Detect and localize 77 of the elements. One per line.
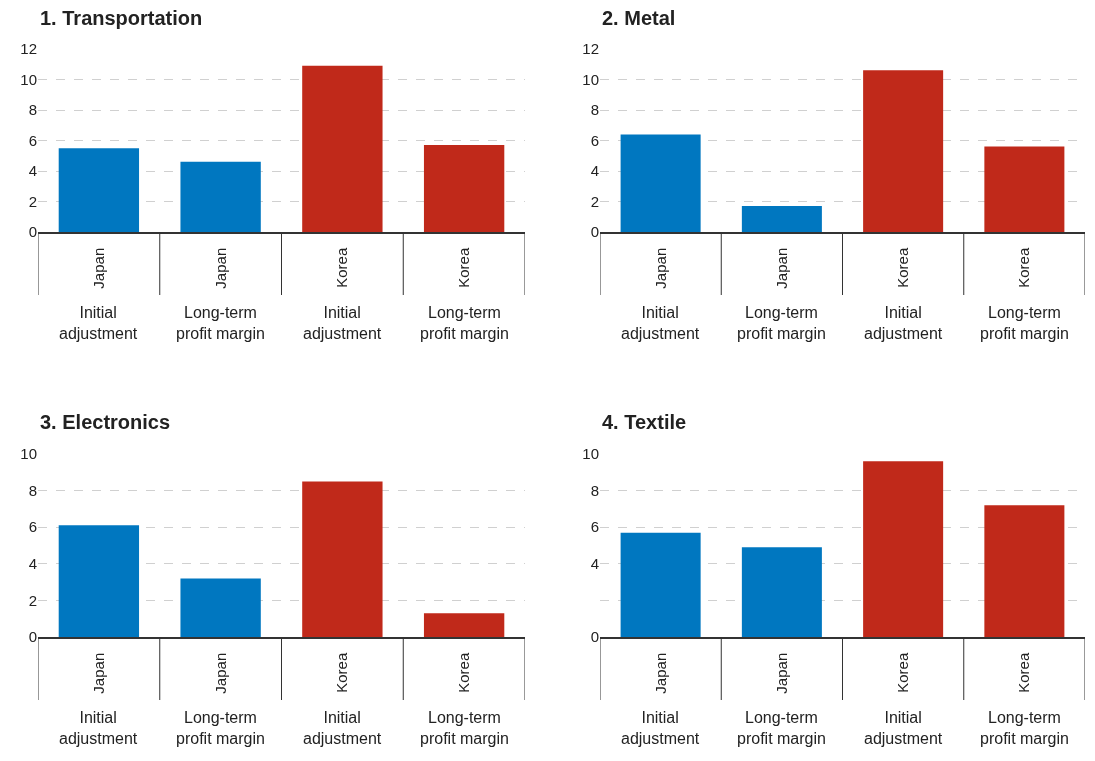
x-tick-label: Japan xyxy=(651,247,669,289)
text: Long-term profit margin xyxy=(737,304,826,342)
text: Initial adjustment xyxy=(621,709,700,747)
y-tick-label: 2 xyxy=(28,192,37,210)
text: Long-term profit margin xyxy=(980,709,1069,747)
y-tick-label: 10 xyxy=(582,70,599,88)
x-tick-label: Japan xyxy=(211,247,229,289)
text: Long-term profit margin xyxy=(737,709,826,747)
text: Long-term profit margin xyxy=(176,304,265,342)
y-tick-label: 2 xyxy=(28,591,37,609)
text: Long-term profit margin xyxy=(176,709,265,747)
y-tick-label: 0 xyxy=(28,223,37,241)
x-tick-label: Japan xyxy=(772,652,790,694)
chart-title: 1. Transportation xyxy=(40,7,203,29)
x-tick-label: Korea xyxy=(455,247,473,288)
bar xyxy=(58,148,140,232)
y-tick-label: 10 xyxy=(20,445,37,463)
y-tick-label: 2 xyxy=(590,192,599,210)
bar xyxy=(741,206,822,232)
x-tick-label: Korea xyxy=(455,652,473,693)
text: Long-term profit margin xyxy=(980,304,1069,342)
y-tick-label: 8 xyxy=(28,101,37,119)
chart-title: 4. Textile xyxy=(602,411,687,433)
y-tick-label: 0 xyxy=(590,223,599,241)
y-tick-label: 6 xyxy=(590,518,599,536)
y-tick-label: 10 xyxy=(20,70,37,88)
x-tick-label: Japan xyxy=(651,652,669,694)
bar xyxy=(302,481,383,637)
bar xyxy=(302,65,383,232)
y-tick-label: 0 xyxy=(590,628,599,646)
bar xyxy=(741,547,822,637)
text: Initial adjustment xyxy=(621,304,700,342)
text: Initial adjustment xyxy=(59,709,138,747)
chart-title: 2. Metal xyxy=(602,7,676,29)
x-tick-label: Japan xyxy=(211,652,229,694)
bar xyxy=(423,145,505,232)
x-tick-label: Korea xyxy=(333,247,351,288)
y-tick-label: 8 xyxy=(590,481,599,499)
text: Initial adjustment xyxy=(864,304,943,342)
text: Initial adjustment xyxy=(303,709,382,747)
y-tick-label: 8 xyxy=(590,101,599,119)
bar xyxy=(180,161,261,232)
x-tick-label: Korea xyxy=(1015,247,1033,288)
x-tick-label: Korea xyxy=(894,652,912,693)
bar xyxy=(620,134,701,232)
text: Long-term profit margin xyxy=(420,304,509,342)
x-tick-label: Korea xyxy=(333,652,351,693)
y-tick-label: 4 xyxy=(28,555,37,573)
y-tick-label: 12 xyxy=(20,40,37,58)
y-tick-label: 6 xyxy=(590,131,599,149)
bar xyxy=(863,70,944,232)
bar xyxy=(180,578,261,637)
bar xyxy=(58,525,140,637)
bar xyxy=(984,505,1065,637)
bar xyxy=(863,461,944,637)
bar xyxy=(423,613,505,637)
x-tick-label: Korea xyxy=(894,247,912,288)
y-tick-label: 4 xyxy=(590,555,599,573)
y-tick-label: 4 xyxy=(28,162,37,180)
y-tick-label: 0 xyxy=(28,628,37,646)
bar xyxy=(620,532,701,637)
y-tick-label: 12 xyxy=(582,40,599,58)
x-tick-label: Japan xyxy=(89,247,107,289)
text: Initial adjustment xyxy=(864,709,943,747)
bar xyxy=(984,146,1065,232)
y-tick-label: 6 xyxy=(28,131,37,149)
text: Initial adjustment xyxy=(59,304,138,342)
y-tick-label: 4 xyxy=(590,162,599,180)
y-tick-label: 8 xyxy=(28,481,37,499)
chart-title: 3. Electronics xyxy=(40,411,171,433)
text: Initial adjustment xyxy=(303,304,382,342)
x-tick-label: Japan xyxy=(89,652,107,694)
x-tick-label: Japan xyxy=(772,247,790,289)
x-tick-label: Korea xyxy=(1015,652,1033,693)
y-tick-label: 6 xyxy=(28,518,37,536)
y-tick-label: 10 xyxy=(582,445,599,463)
text: Long-term profit margin xyxy=(420,709,509,747)
